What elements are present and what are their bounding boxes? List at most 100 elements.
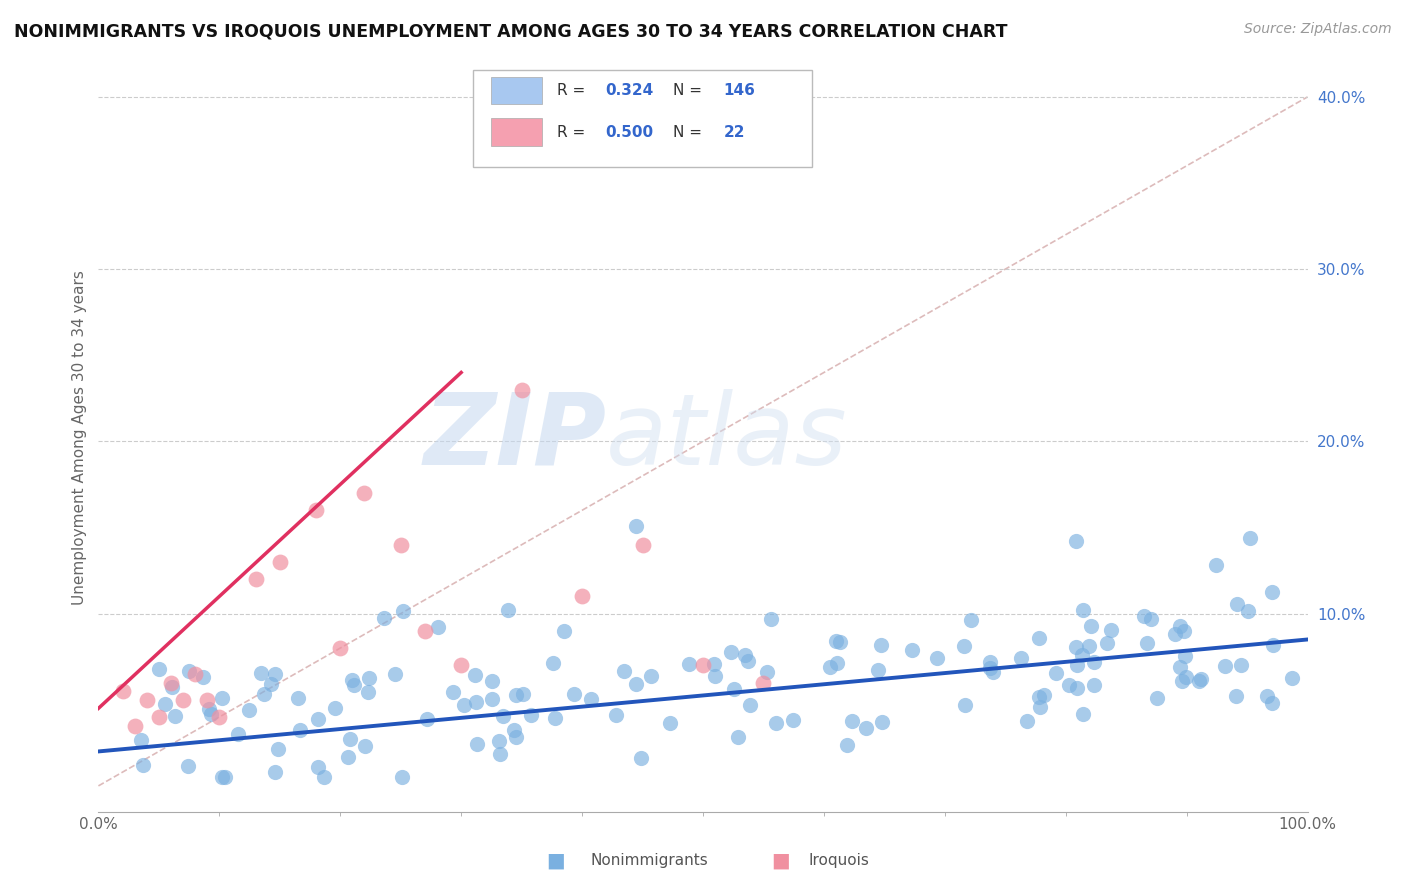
Point xyxy=(1029,699,1052,714)
Point xyxy=(761,612,783,626)
Point xyxy=(1095,636,1118,650)
Point xyxy=(1078,639,1101,653)
Point xyxy=(737,654,759,668)
Point xyxy=(1174,670,1197,684)
Point xyxy=(163,708,186,723)
Point xyxy=(160,681,183,695)
Point xyxy=(541,656,564,670)
Point xyxy=(1071,603,1094,617)
Point xyxy=(336,750,359,764)
Point xyxy=(740,698,762,712)
Point xyxy=(952,639,974,653)
Text: atlas: atlas xyxy=(606,389,848,485)
Point xyxy=(1139,612,1161,626)
Point xyxy=(135,692,157,706)
Point xyxy=(605,707,627,722)
Point xyxy=(287,691,309,706)
Point xyxy=(512,686,534,700)
Point xyxy=(148,662,170,676)
Point xyxy=(1170,660,1192,674)
FancyBboxPatch shape xyxy=(474,70,811,168)
Point xyxy=(1099,623,1122,637)
Point xyxy=(323,700,346,714)
Point xyxy=(267,742,290,756)
Point xyxy=(825,657,848,671)
Point xyxy=(1261,638,1284,652)
Point xyxy=(191,670,214,684)
Point xyxy=(214,770,236,784)
Point xyxy=(553,624,575,638)
Point xyxy=(288,723,311,737)
Point xyxy=(1064,640,1087,654)
Point xyxy=(1028,690,1050,704)
Point xyxy=(160,675,183,690)
Point xyxy=(200,707,222,722)
Text: Source: ZipAtlas.com: Source: ZipAtlas.com xyxy=(1244,22,1392,37)
Text: Nonimmigrants: Nonimmigrants xyxy=(591,854,709,868)
Point xyxy=(841,714,863,728)
Text: 146: 146 xyxy=(724,84,755,98)
Point xyxy=(307,760,329,774)
Point xyxy=(960,614,983,628)
Point xyxy=(825,634,848,648)
Point xyxy=(441,684,464,698)
Point xyxy=(1083,656,1105,670)
Point xyxy=(340,673,363,688)
Point xyxy=(389,538,412,552)
Point xyxy=(571,590,593,604)
Point xyxy=(1064,533,1087,548)
Point xyxy=(1015,714,1038,728)
Point xyxy=(413,624,436,638)
Point xyxy=(481,692,503,706)
FancyBboxPatch shape xyxy=(492,77,543,104)
Point xyxy=(1174,649,1197,664)
Point xyxy=(464,668,486,682)
FancyBboxPatch shape xyxy=(492,118,543,145)
Point xyxy=(981,665,1004,680)
Point xyxy=(505,730,527,744)
Point xyxy=(453,698,475,712)
Point xyxy=(342,678,364,692)
Point xyxy=(357,685,380,699)
Point xyxy=(704,669,727,683)
Point xyxy=(148,710,170,724)
Point xyxy=(391,770,413,784)
Point xyxy=(866,664,889,678)
Point xyxy=(177,758,200,772)
Point xyxy=(1226,597,1249,611)
Point xyxy=(1189,672,1212,686)
Point xyxy=(496,603,519,617)
Point xyxy=(184,667,207,681)
Point xyxy=(208,710,231,724)
Point xyxy=(727,730,749,744)
Point xyxy=(392,604,415,618)
Point xyxy=(492,709,515,723)
Text: 22: 22 xyxy=(724,125,745,140)
Point xyxy=(624,519,647,533)
Point xyxy=(837,738,859,752)
Point xyxy=(1239,531,1261,545)
Point xyxy=(640,669,662,683)
Point xyxy=(1213,659,1236,673)
Point xyxy=(305,503,328,517)
Point xyxy=(562,687,585,701)
Point xyxy=(1070,648,1092,663)
Point xyxy=(489,747,512,761)
Text: Iroquois: Iroquois xyxy=(808,854,869,868)
Text: ZIP: ZIP xyxy=(423,389,606,485)
Point xyxy=(1256,689,1278,703)
Point xyxy=(179,664,201,678)
Point xyxy=(519,707,541,722)
Point xyxy=(870,638,893,652)
Point xyxy=(658,716,681,731)
Text: 0.324: 0.324 xyxy=(605,84,654,98)
Point xyxy=(195,692,218,706)
Point xyxy=(1229,658,1251,673)
Point xyxy=(1083,678,1105,692)
Point xyxy=(723,682,745,697)
Point xyxy=(124,718,146,732)
Point xyxy=(630,751,652,765)
Point xyxy=(132,757,155,772)
Text: NONIMMIGRANTS VS IROQUOIS UNEMPLOYMENT AMONG AGES 30 TO 34 YEARS CORRELATION CHA: NONIMMIGRANTS VS IROQUOIS UNEMPLOYMENT A… xyxy=(14,22,1008,40)
Point xyxy=(1225,689,1247,703)
